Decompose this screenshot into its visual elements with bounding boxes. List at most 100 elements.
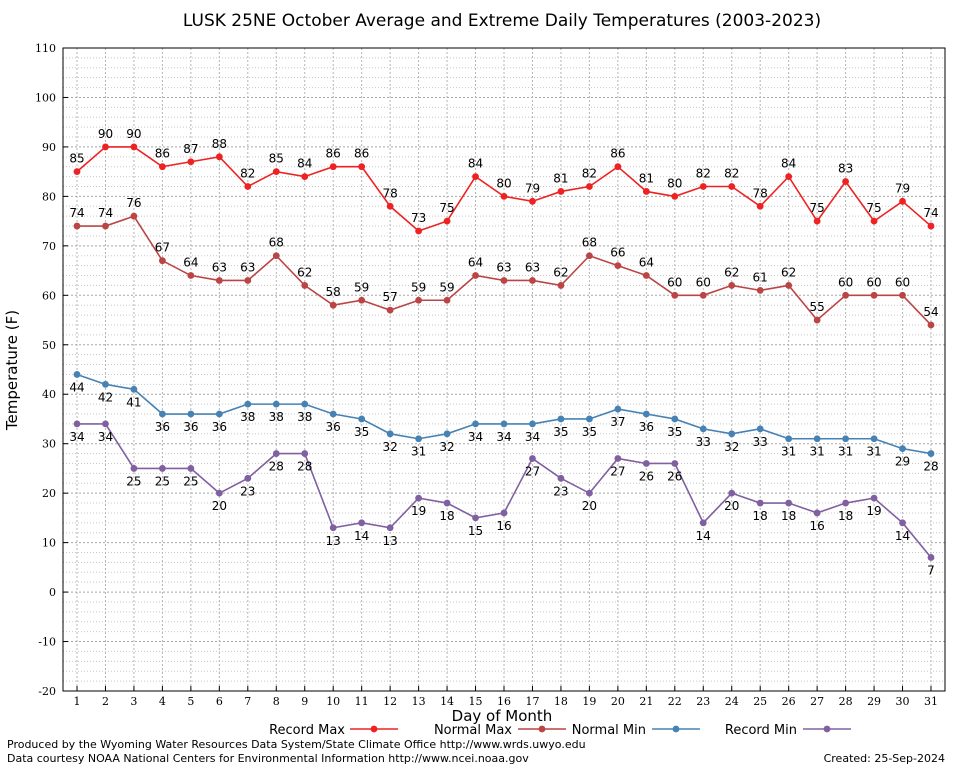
data-point	[557, 282, 565, 289]
data-point	[301, 282, 309, 289]
data-point	[159, 465, 166, 472]
series-record-max: 85 90 90 86 87 88 82 85 84 86 86 78 73 75 84 80 79 81 82 86…	[69, 127, 939, 235]
data-label: 63	[496, 260, 511, 274]
data-label: 80	[667, 176, 682, 190]
data-point	[358, 415, 366, 423]
x-tick-label: 15	[469, 695, 483, 708]
data-point	[813, 316, 821, 324]
data-label: 68	[582, 236, 597, 250]
data-point	[728, 183, 736, 190]
data-label: 62	[297, 265, 312, 279]
x-tick-label: 14	[440, 695, 454, 708]
data-point	[386, 430, 394, 438]
data-label: 32	[439, 440, 454, 454]
data-label: 27	[525, 465, 540, 479]
data-point	[415, 296, 422, 304]
data-point	[358, 519, 366, 527]
data-label: 82	[582, 166, 597, 180]
data-label: 60	[838, 275, 853, 289]
data-point	[614, 163, 622, 171]
legend-marker	[370, 725, 378, 733]
data-point	[927, 222, 935, 230]
data-point	[102, 380, 109, 388]
data-point	[500, 277, 508, 284]
data-label: 58	[326, 285, 341, 299]
y-tick-label: 10	[42, 537, 56, 550]
data-label: 83	[838, 162, 853, 176]
data-label: 13	[326, 534, 341, 548]
x-tick-label: 4	[159, 695, 166, 708]
data-label: 38	[297, 410, 312, 424]
series-normal-min: 44 42 41 36 36 36 38 38 38 36 35 32 31 32 34 34 34 35 35 37…	[69, 371, 939, 474]
data-point	[899, 291, 906, 299]
data-point	[386, 202, 394, 210]
data-label: 19	[866, 504, 881, 518]
data-label: 25	[155, 474, 170, 488]
data-label: 59	[411, 280, 426, 294]
data-point	[586, 489, 593, 497]
data-point	[699, 183, 707, 190]
data-label: 79	[525, 181, 540, 195]
data-label: 84	[297, 157, 312, 171]
data-label: 63	[240, 260, 255, 274]
data-point	[215, 489, 223, 497]
data-point	[557, 474, 565, 482]
x-tick-label: 7	[244, 695, 251, 708]
data-label: 36	[326, 420, 341, 434]
legend-marker	[823, 725, 831, 733]
data-label: 90	[98, 127, 113, 141]
data-label: 31	[411, 445, 426, 459]
data-label: 42	[98, 390, 113, 404]
data-point	[813, 509, 821, 517]
y-tick-label: -10	[38, 636, 56, 649]
data-point	[500, 192, 508, 200]
data-label: 64	[468, 256, 483, 270]
data-label: 28	[297, 460, 312, 474]
data-point	[642, 460, 650, 467]
data-point	[728, 489, 736, 497]
data-label: 81	[639, 171, 654, 185]
x-tick-label: 23	[696, 695, 710, 708]
data-point	[415, 494, 422, 502]
data-label: 67	[155, 241, 170, 255]
data-point	[215, 410, 223, 418]
legend-label: Record Min	[725, 723, 797, 738]
data-point	[386, 306, 394, 314]
data-label: 74	[98, 206, 113, 220]
data-label: 79	[895, 181, 910, 195]
data-label: 18	[753, 509, 768, 523]
x-tick-label: 28	[839, 695, 853, 708]
data-label: 78	[753, 186, 768, 200]
data-label: 18	[781, 509, 796, 523]
data-point	[756, 425, 764, 433]
legend-label: Record Max	[269, 723, 345, 738]
series-normal-max: 74 74 76 67 64 63 63 68 62 58 59 57 59 59 64 63 63 62 68 66…	[69, 196, 939, 329]
data-label: 86	[326, 147, 341, 161]
data-point	[699, 519, 707, 527]
x-tick-label: 18	[554, 695, 568, 708]
data-label: 35	[582, 425, 597, 439]
grid	[63, 47, 945, 692]
data-point	[130, 385, 138, 393]
data-label: 59	[354, 280, 369, 294]
data-label: 87	[183, 142, 198, 156]
x-tick-label: 17	[525, 695, 539, 708]
data-label: 57	[382, 290, 397, 304]
data-label: 44	[69, 380, 84, 394]
y-tick-label: 100	[35, 91, 56, 104]
x-tick-label: 9	[301, 695, 308, 708]
data-point	[529, 197, 536, 205]
data-label: 7	[927, 563, 935, 577]
data-point	[671, 415, 679, 423]
data-point	[187, 272, 195, 279]
data-point	[927, 450, 935, 457]
data-point	[386, 524, 394, 532]
data-label: 60	[667, 275, 682, 289]
data-label: 28	[923, 460, 938, 474]
data-point	[159, 163, 166, 171]
x-tick-label: 27	[810, 695, 824, 708]
data-label: 82	[240, 166, 255, 180]
y-tick-label: 0	[49, 586, 56, 599]
y-tick-label: 110	[35, 42, 56, 55]
data-point	[472, 514, 479, 522]
